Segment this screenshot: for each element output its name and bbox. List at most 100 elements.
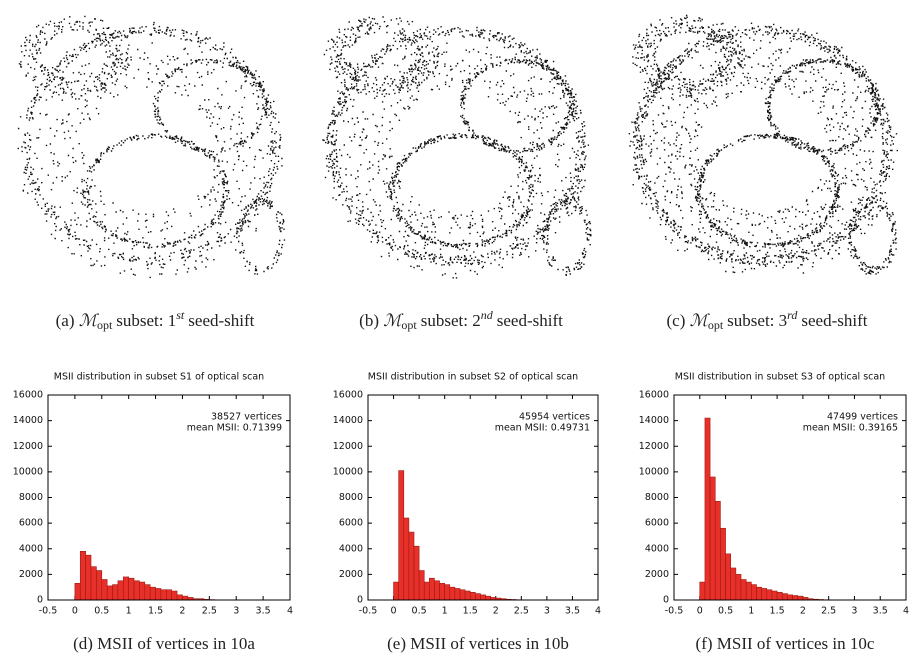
point-dots xyxy=(322,16,592,279)
bar xyxy=(725,553,732,601)
x-tick-label: 1 xyxy=(748,606,754,617)
bar xyxy=(797,595,804,601)
y-tick-label: 4000 xyxy=(645,543,669,554)
caption-part: seed-shift xyxy=(188,311,254,330)
x-tick-label: 3 xyxy=(233,606,239,617)
bar xyxy=(423,581,430,601)
point-dots xyxy=(628,14,898,275)
bar xyxy=(480,594,486,601)
bar xyxy=(735,574,742,601)
y-tick-label: 16000 xyxy=(639,390,669,401)
caption: (c) ℳopt subset: 3rd seed-shift xyxy=(667,308,868,332)
caption-part: rd xyxy=(787,308,798,322)
caption-part: subset: 1 xyxy=(116,311,176,330)
chart-title: MSII distribution in subset S1 of optica… xyxy=(54,372,264,383)
x-tick-label: 0.5 xyxy=(718,606,733,617)
caption-part: nd xyxy=(481,308,494,322)
x-tick-label: 1 xyxy=(126,606,132,617)
bar xyxy=(403,517,410,601)
y-tick-label: 8000 xyxy=(339,492,363,503)
caption-part: (a) xyxy=(56,311,75,330)
point-cloud-image xyxy=(628,14,898,275)
plot-frame xyxy=(47,394,291,601)
bar xyxy=(128,577,135,601)
bar xyxy=(176,594,183,601)
bar xyxy=(133,580,140,601)
bar xyxy=(149,586,156,601)
caption: (d) MSII of vertices in 10a xyxy=(73,634,255,653)
x-tick-label: 2 xyxy=(493,606,499,617)
point-cloud-image xyxy=(322,16,592,279)
y-tick-label: 16000 xyxy=(13,390,43,401)
caption-part: st xyxy=(176,308,185,322)
y-tick-label: 10000 xyxy=(13,466,43,477)
x-tick-label: 1.5 xyxy=(770,606,785,617)
bar xyxy=(730,567,737,601)
x-tick-label: 2 xyxy=(800,606,806,617)
bar xyxy=(155,588,162,601)
y-tick-label: 0 xyxy=(37,595,43,606)
bar xyxy=(709,476,716,601)
caption: (f) MSII of vertices in 10c xyxy=(696,634,875,653)
bar xyxy=(454,588,461,601)
caption-part: subset: 2 xyxy=(421,311,481,330)
bar xyxy=(139,581,146,601)
bar xyxy=(787,594,793,601)
x-tick-label: 2.5 xyxy=(514,606,529,617)
annotation: 47499 vertices xyxy=(827,412,898,423)
bar xyxy=(475,593,481,601)
y-tick-label: 14000 xyxy=(639,415,669,426)
point-dots xyxy=(17,15,286,279)
plot-frame xyxy=(367,394,599,601)
bar xyxy=(106,585,113,601)
y-tick-label: 4000 xyxy=(339,543,363,554)
x-tick-label: 0 xyxy=(697,606,703,617)
x-tick-label: 0 xyxy=(391,606,397,617)
caption-part: opt xyxy=(97,318,113,332)
bar xyxy=(117,580,124,601)
x-tick-label: 1.5 xyxy=(463,606,478,617)
bar xyxy=(792,595,799,601)
y-tick-label: 0 xyxy=(663,595,669,606)
bar xyxy=(751,584,757,601)
x-tick-label: 0 xyxy=(72,606,78,617)
bar xyxy=(122,576,129,601)
bar xyxy=(781,593,788,601)
caption-part: ℳ xyxy=(79,311,100,330)
y-tick-label: 10000 xyxy=(639,466,669,477)
y-tick-label: 6000 xyxy=(645,518,669,529)
x-tick-label: 4 xyxy=(903,606,909,617)
bar xyxy=(469,592,476,601)
histogram: MSII distribution in subset S3 of optica… xyxy=(639,372,909,653)
bar xyxy=(182,595,189,601)
bar xyxy=(398,470,405,601)
bar xyxy=(96,570,103,601)
bar xyxy=(112,584,119,601)
annotation: mean MSII: 0.71399 xyxy=(187,423,282,434)
bar xyxy=(444,584,451,601)
y-tick-label: 2000 xyxy=(645,569,669,580)
caption-part: ℳ xyxy=(690,311,711,330)
x-tick-label: 4 xyxy=(595,606,601,617)
y-tick-label: 4000 xyxy=(19,543,43,554)
caption-part: seed-shift xyxy=(801,311,867,330)
bar xyxy=(745,581,752,601)
bar xyxy=(485,595,491,601)
bar xyxy=(166,589,172,601)
y-tick-label: 8000 xyxy=(645,492,669,503)
annotation: mean MSII: 0.49731 xyxy=(495,423,590,434)
caption-part: opt xyxy=(708,318,724,332)
x-tick-label: 2.5 xyxy=(202,606,217,617)
x-tick-label: -0.5 xyxy=(39,606,58,617)
bar xyxy=(439,583,445,601)
bar xyxy=(90,566,97,601)
y-tick-label: 14000 xyxy=(333,415,363,426)
chart-title: MSII distribution in subset S2 of optica… xyxy=(368,372,578,383)
histogram: MSII distribution in subset S1 of optica… xyxy=(13,372,293,653)
x-tick-label: 3.5 xyxy=(256,606,271,617)
bar xyxy=(434,580,440,601)
x-tick-label: 3.5 xyxy=(873,606,888,617)
y-tick-label: 10000 xyxy=(333,466,363,477)
bar xyxy=(714,501,721,601)
